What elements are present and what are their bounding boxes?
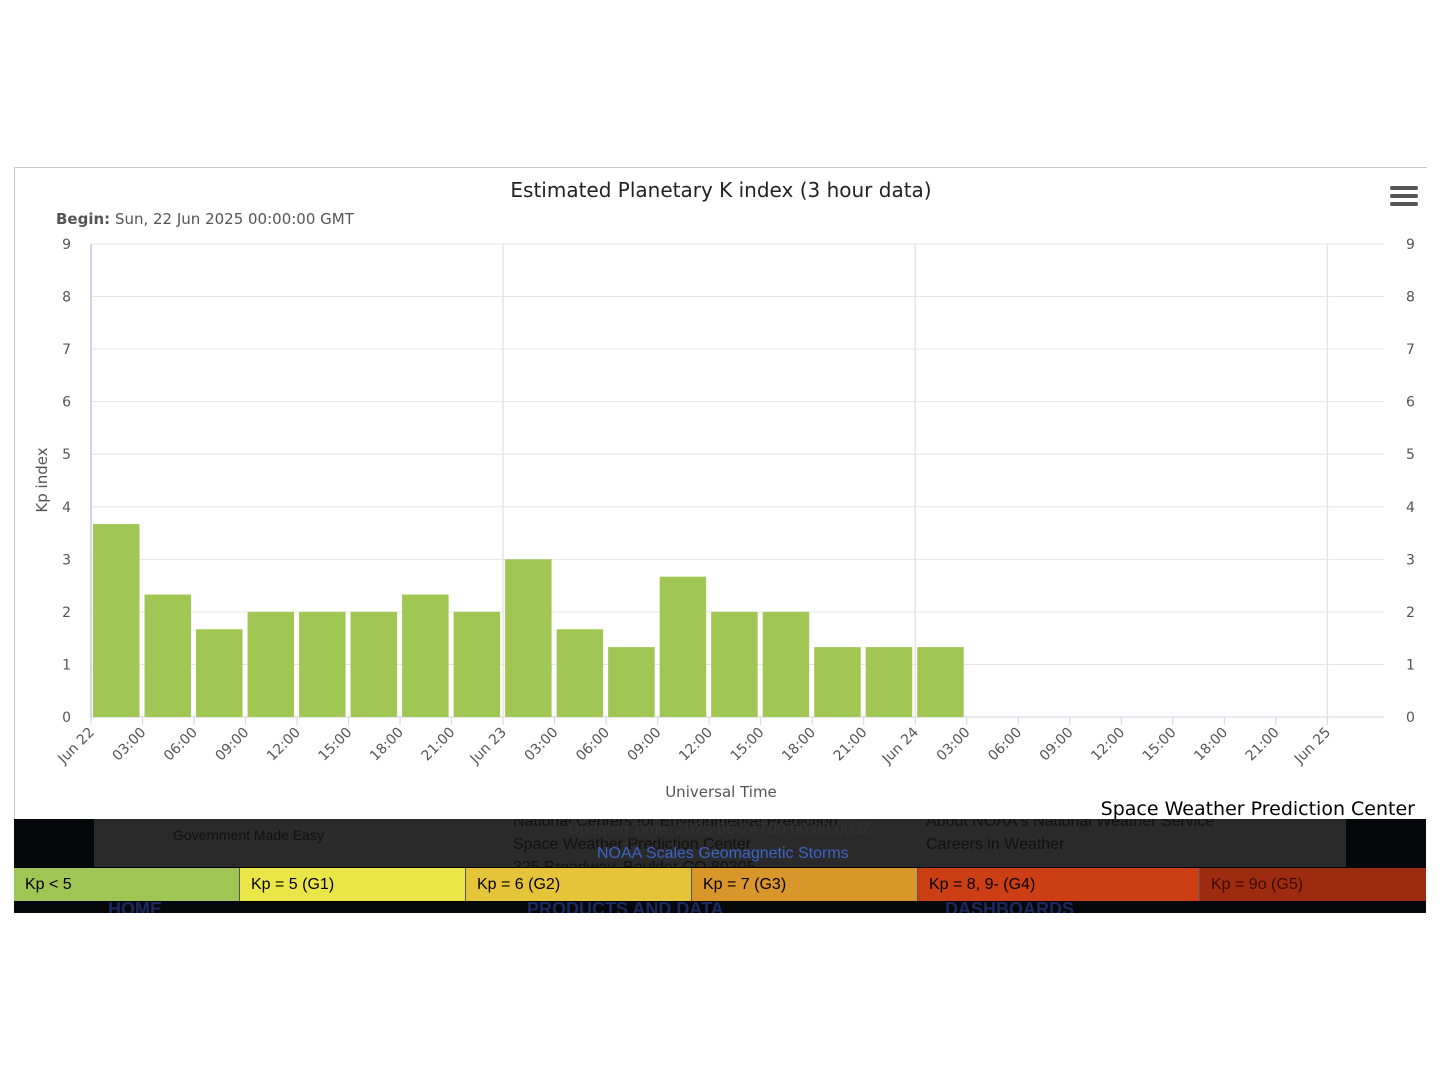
x-tick-label: 09:00 [213, 725, 253, 765]
chart-credit: Space Weather Prediction Center [1100, 798, 1415, 820]
y-tick-label-left: 1 [62, 657, 71, 673]
y-tick-label-left: 3 [62, 552, 71, 568]
noaa-scales-link[interactable]: NOAA Scales Geomagnetic Storms [597, 845, 849, 862]
scale-cell-g3: Kp = 7 (G3) [692, 868, 918, 901]
x-tick-label: 09:00 [1037, 725, 1077, 765]
x-tick-label: 03:00 [934, 725, 974, 765]
x-tick-label: 18:00 [367, 725, 407, 765]
kp-bar [247, 611, 295, 717]
kp-bar [402, 594, 449, 717]
nav-dashboards[interactable]: DASHBOARDS [945, 901, 1075, 913]
footer-ghost-text: National Centers for Environmental Predi… [513, 819, 838, 830]
nav-products-and-data[interactable]: PRODUCTS AND DATA [527, 901, 724, 913]
footer-panel: Government Made Easy National Centers fo… [94, 819, 1346, 876]
x-tick-label: 15:00 [1140, 725, 1180, 765]
footer-ghost-text: Updated Time: 2025-06-24T00:00:00.000Z [568, 821, 872, 838]
kp-bar [299, 611, 346, 717]
x-tick-label: 21:00 [1243, 725, 1283, 765]
y-tick-label-right: 0 [1406, 710, 1415, 726]
kp-bar [865, 647, 913, 717]
x-tick-label: 12:00 [676, 725, 716, 765]
x-tick-label: 06:00 [985, 725, 1025, 765]
scale-cell-g4: Kp = 8, 9- (G4) [918, 868, 1200, 901]
x-tick-label: 15:00 [316, 725, 356, 765]
chart-container: Estimated Planetary K index (3 hour data… [14, 167, 1427, 820]
footer-nav: HOME PRODUCTS AND DATA DASHBOARDS [14, 901, 1426, 913]
kp-index-chart: Estimated Planetary K index (3 hour data… [33, 178, 1415, 801]
x-tick-label: 06:00 [573, 725, 613, 765]
x-tick-label: 09:00 [625, 725, 665, 765]
x-tick-label: 03:00 [109, 725, 149, 765]
footer-ghost-text: About NOAA's National Weather Service [926, 819, 1215, 830]
x-tick-label: 03:00 [522, 725, 562, 765]
x-tick-label: 15:00 [728, 725, 768, 765]
y-tick-label-right: 8 [1406, 290, 1415, 306]
scale-cell-g2: Kp = 6 (G2) [466, 868, 692, 901]
hamburger-menu-icon[interactable] [1390, 186, 1418, 208]
y-tick-label-left: 9 [62, 237, 71, 253]
x-tick-label: 12:00 [264, 725, 304, 765]
x-tick-label: Jun 24 [879, 724, 922, 767]
chart-subtitle: Begin: Sun, 22 Jun 2025 00:00:00 GMT [56, 210, 355, 228]
kp-bar [350, 611, 398, 717]
y-tick-label-right: 5 [1406, 447, 1415, 463]
footer-ghost-text: Space Weather Prediction Center [513, 836, 752, 853]
kp-bar [659, 576, 707, 717]
kp-bar [814, 647, 861, 717]
geomagnetic-scale-legend: Kp < 5 Kp = 5 (G1) Kp = 6 (G2) Kp = 7 (G… [14, 867, 1426, 902]
y-tick-label-left: 8 [62, 290, 71, 306]
y-tick-label-left: 7 [62, 342, 71, 358]
kp-bar [762, 611, 810, 717]
y-tick-label-left: 6 [62, 395, 71, 411]
kp-bar [144, 594, 192, 717]
scale-cell-g5: Kp = 9o (G5) [1200, 868, 1426, 901]
x-tick-label: Jun 22 [55, 725, 98, 768]
y-tick-label-right: 4 [1406, 500, 1415, 516]
kp-bar [505, 559, 552, 717]
footer-ghost-text: Careers in Weather [926, 836, 1065, 853]
y-tick-label-right: 6 [1406, 395, 1415, 411]
x-tick-label: 21:00 [831, 725, 871, 765]
y-tick-label-right: 2 [1406, 605, 1415, 621]
footer-ghost-text: Government Made Easy [173, 827, 324, 843]
x-axis-title: Universal Time [665, 783, 777, 801]
y-axis-title: Kp index [33, 447, 51, 512]
kp-bar [196, 629, 243, 717]
y-tick-label-left: 2 [62, 605, 71, 621]
kp-bar [556, 629, 604, 717]
y-tick-label-right: 9 [1406, 237, 1415, 253]
x-tick-label: Jun 23 [467, 725, 510, 768]
kp-bar [917, 647, 964, 717]
y-tick-label-left: 5 [62, 447, 71, 463]
chart-title: Estimated Planetary K index (3 hour data… [510, 178, 931, 202]
y-tick-label-right: 3 [1406, 552, 1415, 568]
y-tick-label-right: 1 [1406, 657, 1415, 673]
y-tick-label-left: 0 [62, 710, 71, 726]
y-tick-label-left: 4 [62, 500, 71, 516]
x-tick-label: 18:00 [779, 725, 819, 765]
kp-bar [608, 647, 655, 717]
nav-home[interactable]: HOME [108, 901, 162, 913]
x-tick-label: 06:00 [161, 725, 201, 765]
x-tick-label: Jun 25 [1291, 725, 1334, 768]
scale-cell-kp-below-5: Kp < 5 [14, 868, 240, 901]
x-tick-label: 12:00 [1088, 725, 1128, 765]
x-tick-label: 18:00 [1191, 725, 1231, 765]
scale-cell-g1: Kp = 5 (G1) [240, 868, 466, 901]
kp-bar [711, 611, 758, 717]
kp-bar [453, 611, 501, 717]
x-tick-label: 21:00 [419, 725, 459, 765]
y-tick-label-right: 7 [1406, 342, 1415, 358]
kp-bar [93, 524, 140, 717]
